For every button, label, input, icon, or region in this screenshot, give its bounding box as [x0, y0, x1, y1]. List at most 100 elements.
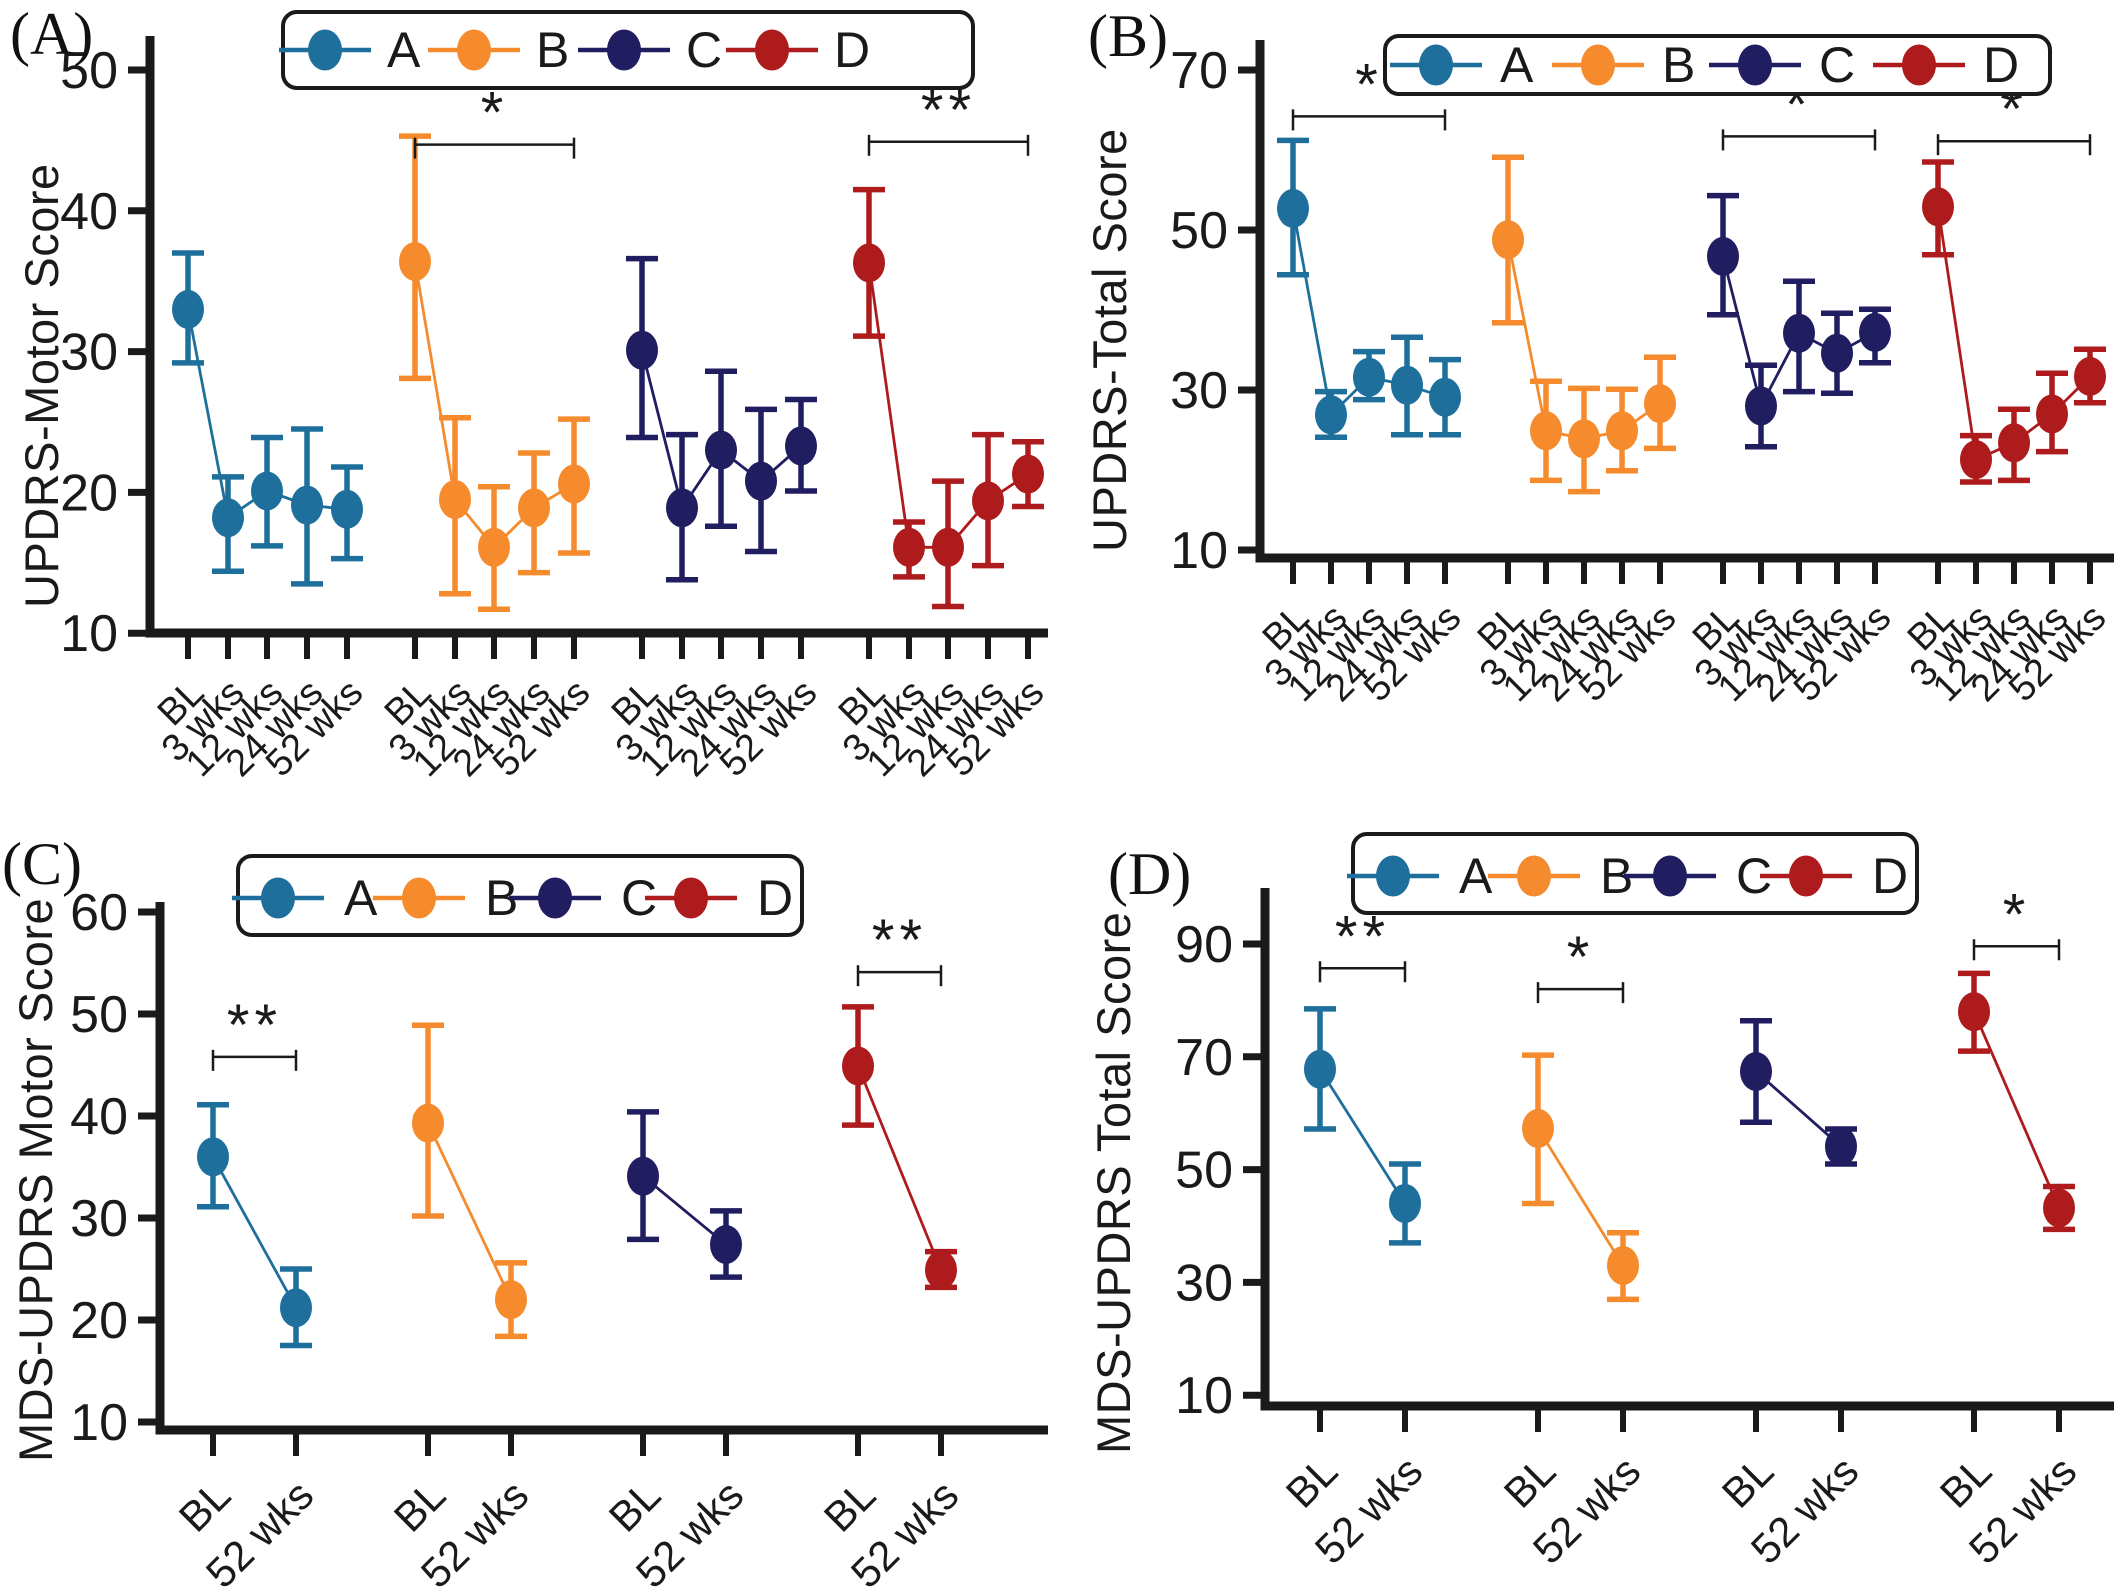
y-tick-label: 40 [60, 183, 118, 241]
data-point-marker [2036, 394, 2068, 434]
data-point-marker [172, 289, 204, 329]
y-tick-label: 40 [70, 1088, 128, 1146]
x-tick-label: BL [1277, 1447, 1347, 1517]
data-point-marker [1012, 454, 1044, 494]
data-point-marker [842, 1046, 874, 1086]
legend-marker-icon [308, 29, 342, 71]
data-point-marker [1859, 312, 1891, 352]
y-tick-label: 10 [60, 605, 118, 663]
legend-marker-icon [457, 29, 491, 71]
data-point-marker [1707, 236, 1739, 276]
legend-item-label: C [1819, 37, 1855, 93]
legend-marker-icon [261, 877, 295, 919]
legend-item-label: A [387, 22, 421, 78]
legend-marker-icon [1653, 855, 1687, 897]
data-point-marker [1568, 419, 1600, 459]
y-tick-label: 50 [1175, 1142, 1233, 1200]
legend-item-label: A [1500, 37, 1534, 93]
legend-marker-icon [538, 877, 572, 919]
series-line [1972, 1011, 2061, 1209]
data-point-marker [2074, 356, 2106, 396]
y-tick-label: 20 [60, 464, 118, 522]
data-point-marker [1960, 440, 1992, 480]
series-line [856, 1065, 943, 1271]
data-point-marker [280, 1288, 312, 1328]
data-point-marker [893, 527, 925, 567]
legend-marker-icon [755, 29, 789, 71]
panel-label-d: (D) [1108, 841, 1192, 907]
legend-item-label: B [1662, 37, 1695, 93]
legend-marker-icon [1419, 44, 1453, 86]
legend-item-label: D [757, 870, 793, 926]
legend-marker-icon [674, 877, 708, 919]
data-point-marker [1644, 384, 1676, 424]
legend-marker-icon [1902, 44, 1936, 86]
legend-item-label: B [536, 22, 569, 78]
data-point-marker [197, 1137, 229, 1177]
series-line [1318, 1068, 1407, 1205]
y-tick-label: 30 [60, 324, 118, 382]
legend-marker-icon [1376, 855, 1410, 897]
y-tick-label: 70 [1170, 42, 1228, 100]
legend-box [1351, 832, 1919, 915]
panel-label-a: (A) [10, 1, 94, 67]
panel-label-b: (B) [1088, 3, 1168, 69]
data-point-marker [1304, 1049, 1336, 1089]
y-tick-label: 20 [70, 1292, 128, 1350]
data-point-marker [518, 488, 550, 528]
legend-box [236, 854, 804, 937]
y-axis-title-c: MDS-UPDRS Motor Score [9, 897, 62, 1462]
panel-d: (D) MDS-UPDRS Total Score 90 70 50 30 10 BL 52… [1064, 794, 2128, 1589]
legend-marker-icon [1789, 855, 1823, 897]
data-point-marker [1315, 395, 1347, 435]
data-point-marker [1353, 357, 1385, 397]
data-point-marker [1429, 377, 1461, 417]
data-point-marker [972, 481, 1004, 521]
legend-item-label: A [1459, 848, 1493, 904]
data-point-marker [495, 1280, 527, 1320]
data-point-marker [412, 1103, 444, 1143]
significance-label: ** [227, 993, 282, 1058]
legend-item-label: A [344, 870, 378, 926]
data-point-marker [1492, 220, 1524, 260]
y-tick-label: 90 [1175, 916, 1233, 974]
data-point-marker [785, 426, 817, 466]
data-point-marker [1389, 1183, 1421, 1223]
y-axis-title-b: UPDRS-Total Score [1083, 128, 1136, 552]
y-axis-title-a: UPDRS-Motor Score [15, 163, 68, 608]
panel-label-c: (C) [2, 831, 82, 897]
data-point-marker [1277, 188, 1309, 228]
data-point-marker [1530, 411, 1562, 451]
legend-marker-icon [1517, 855, 1551, 897]
series-line [642, 1175, 727, 1246]
x-tick-label: BL [1931, 1447, 2001, 1517]
data-point-marker [558, 464, 590, 504]
significance-label: * [1355, 52, 1383, 117]
data-point-marker [1922, 187, 1954, 227]
legend-item-label: D [834, 22, 870, 78]
legend-marker-icon [1581, 44, 1615, 86]
y-tick-label: 10 [70, 1394, 128, 1452]
data-point-marker [1821, 333, 1853, 373]
data-point-marker [1606, 411, 1638, 451]
data-point-marker [399, 241, 431, 281]
significance-label: ** [872, 908, 927, 973]
legend-item-label: C [686, 22, 722, 78]
significance-label: * [2003, 882, 2031, 947]
legend-marker-icon [402, 877, 436, 919]
y-tick-label: 70 [1175, 1029, 1233, 1087]
x-tick-label: BL [1713, 1447, 1783, 1517]
y-tick-label: 10 [1175, 1367, 1233, 1425]
data-point-marker [710, 1225, 742, 1265]
series-line [426, 1122, 513, 1301]
data-point-marker [251, 471, 283, 511]
data-point-marker [1740, 1051, 1772, 1091]
data-point-marker [212, 498, 244, 538]
y-tick-label: 30 [1170, 362, 1228, 420]
series-line [1755, 1070, 1842, 1148]
data-point-marker [1825, 1126, 1857, 1166]
